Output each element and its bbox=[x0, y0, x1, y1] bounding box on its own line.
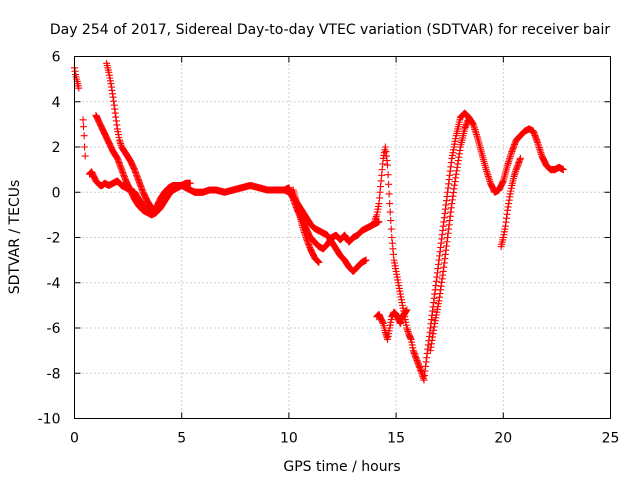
y-tick-label: -10 bbox=[38, 412, 61, 428]
x-tick-label: 10 bbox=[280, 431, 298, 447]
data-point bbox=[186, 179, 194, 187]
series-1 bbox=[71, 64, 83, 92]
data-point bbox=[80, 132, 88, 140]
data-point bbox=[559, 166, 567, 174]
y-tick-label: -8 bbox=[47, 366, 61, 382]
data-point bbox=[81, 143, 89, 151]
data-point bbox=[384, 161, 392, 169]
series-6 bbox=[281, 186, 370, 275]
data-point bbox=[152, 209, 160, 217]
data-point bbox=[79, 116, 87, 124]
series-11 bbox=[497, 154, 524, 251]
y-tick-label: 0 bbox=[52, 185, 61, 201]
data-point bbox=[80, 123, 88, 131]
series-9 bbox=[373, 306, 411, 343]
y-tick-label: 2 bbox=[52, 140, 61, 156]
data-point bbox=[386, 200, 394, 208]
x-tick-label: 0 bbox=[70, 431, 79, 447]
y-tick-label: 6 bbox=[52, 50, 61, 66]
series-7 bbox=[289, 186, 323, 266]
series-2 bbox=[79, 116, 89, 160]
x-tick-label: 25 bbox=[602, 431, 620, 447]
data-point bbox=[516, 154, 524, 162]
data-points bbox=[71, 59, 567, 384]
series-3 bbox=[86, 168, 383, 253]
x-tick-label: 5 bbox=[177, 431, 186, 447]
data-point bbox=[403, 306, 411, 314]
y-tick-label: -6 bbox=[47, 321, 61, 337]
series-8 bbox=[371, 109, 567, 384]
data-point bbox=[386, 208, 394, 216]
y-axis-label: SDTVAR / TECUs bbox=[7, 180, 23, 295]
data-point bbox=[387, 225, 395, 233]
data-point bbox=[384, 171, 392, 179]
data-point bbox=[81, 152, 89, 160]
series-10 bbox=[426, 114, 473, 355]
data-point bbox=[315, 258, 323, 266]
x-tick-label: 20 bbox=[494, 431, 512, 447]
data-point bbox=[385, 190, 393, 198]
data-point bbox=[362, 256, 370, 264]
x-axis-label: GPS time / hours bbox=[283, 459, 400, 475]
data-point bbox=[387, 217, 395, 225]
x-tick-label: 15 bbox=[387, 431, 405, 447]
y-tick-labels: -10 -8 -6 -4 -2 0 2 4 6 bbox=[38, 50, 61, 428]
data-point bbox=[385, 180, 393, 188]
y-tick-label: -4 bbox=[47, 276, 61, 292]
y-tick-label: 4 bbox=[52, 95, 61, 111]
plot-frame bbox=[74, 56, 611, 419]
y-tick-label: -2 bbox=[47, 231, 61, 247]
series-5 bbox=[103, 59, 160, 217]
chart-title: Day 254 of 2017, Sidereal Day-to-day VTE… bbox=[50, 22, 611, 38]
data-point bbox=[465, 114, 473, 122]
x-tick-labels: 0 5 10 15 20 25 bbox=[70, 431, 619, 447]
data-point bbox=[75, 84, 83, 92]
